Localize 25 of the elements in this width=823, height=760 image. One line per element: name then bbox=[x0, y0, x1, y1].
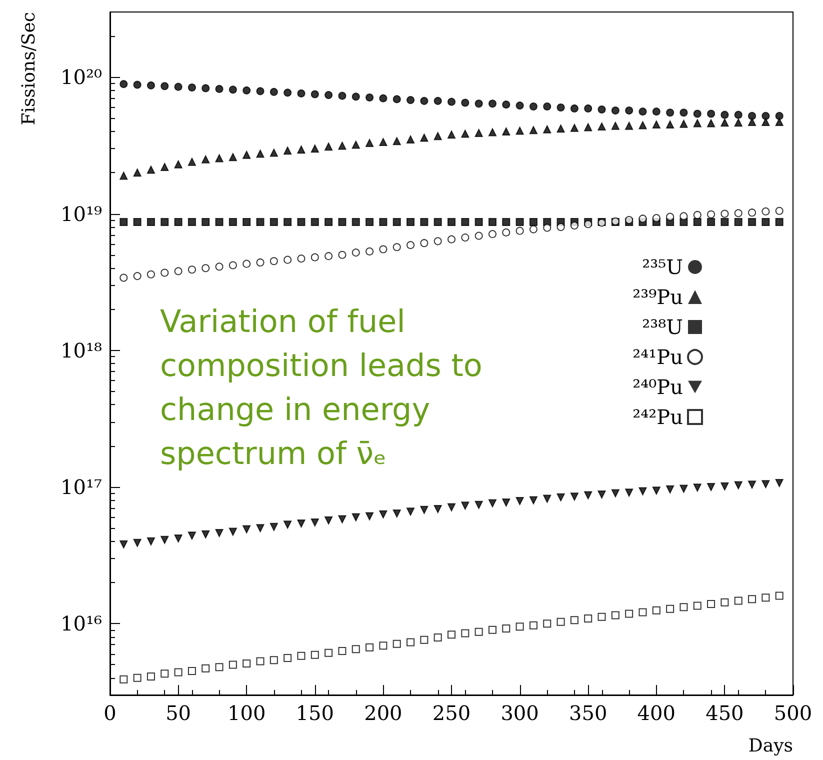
y-tick-label: 10¹⁷ bbox=[60, 474, 102, 499]
legend-label: ²⁴¹Pu bbox=[632, 345, 684, 369]
x-axis-title: Days bbox=[748, 736, 793, 756]
y-tick-label: 10¹⁹ bbox=[60, 202, 102, 226]
y-tick-label: 10¹⁸ bbox=[60, 338, 102, 362]
legend-label: ²⁴⁰Pu bbox=[632, 375, 684, 399]
y-axis-title: Fissions/Sec bbox=[18, 12, 40, 126]
y-tick-label: 10²⁰ bbox=[60, 65, 102, 90]
x-tick-label: 150 bbox=[296, 701, 334, 725]
x-tick-label: 450 bbox=[706, 701, 744, 725]
legend-label: ²³⁵U bbox=[642, 255, 683, 279]
x-tick-label: 300 bbox=[500, 701, 539, 725]
x-tick-label: 0 bbox=[104, 701, 116, 725]
annotation: Variation of fuel composition leads to change in energy spectrum of ν̄ₑ bbox=[160, 304, 492, 472]
x-tick-label: 350 bbox=[569, 701, 608, 725]
legend-label: ²³⁹Pu bbox=[632, 285, 684, 309]
y-tick-label: 10¹⁶ bbox=[60, 612, 102, 636]
legend-label: ²³⁸U bbox=[642, 315, 683, 339]
x-tick-label: 400 bbox=[637, 701, 676, 725]
x-tick-label: 500 bbox=[774, 701, 812, 725]
legend-label: ²⁴²Pu bbox=[632, 405, 684, 429]
x-tick-label: 250 bbox=[432, 701, 471, 725]
x-tick-label: 200 bbox=[364, 701, 402, 725]
x-tick-label: 100 bbox=[228, 701, 266, 725]
x-tick-label: 50 bbox=[166, 701, 192, 725]
